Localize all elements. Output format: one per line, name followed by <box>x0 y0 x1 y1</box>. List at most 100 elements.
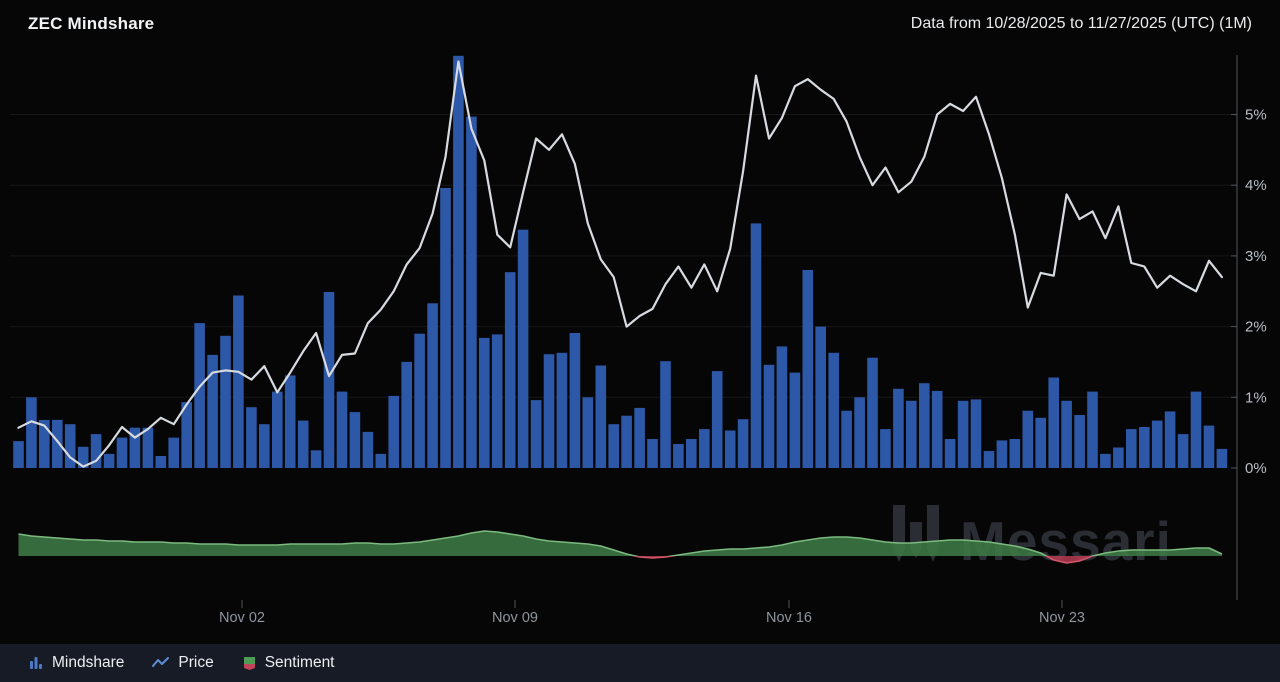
bar-chart-icon <box>30 657 42 669</box>
mindshare-bar <box>155 456 167 468</box>
mindshare-bar <box>660 361 671 468</box>
x-axis: Nov 02 Nov 09 Nov 16 Nov 23 <box>219 600 1085 626</box>
mindshare-bar <box>466 116 477 468</box>
mindshare-bar <box>246 407 257 468</box>
mindshare-bar <box>1035 417 1046 468</box>
mindshare-bar <box>841 410 852 468</box>
mindshare-bar <box>1139 427 1150 468</box>
mindshare-bar <box>1100 453 1111 468</box>
mindshare-bar <box>931 390 943 468</box>
mindshare-bar <box>517 229 529 468</box>
legend-item-sentiment[interactable]: Sentiment <box>242 654 335 672</box>
mindshare-bar <box>362 431 374 468</box>
mindshare-bar <box>259 424 270 468</box>
x-tick-label: Nov 09 <box>492 610 538 626</box>
mindshare-bar <box>634 407 645 468</box>
mindshare-bar <box>1061 400 1072 468</box>
mindshare-bar <box>1190 391 1202 468</box>
mindshare-bar <box>711 371 723 468</box>
legend-item-price[interactable]: Price <box>152 654 214 672</box>
mindshare-bars <box>13 55 1228 469</box>
x-tick-label: Nov 23 <box>1039 610 1085 626</box>
mindshare-bar <box>957 400 969 468</box>
mindshare-bar <box>1126 429 1137 468</box>
mindshare-bar <box>919 383 930 468</box>
mindshare-bar <box>504 272 516 468</box>
mindshare-bar <box>64 424 76 468</box>
mindshare-bar <box>608 424 619 468</box>
mindshare-bar <box>867 357 878 468</box>
mindshare-bar <box>647 439 658 468</box>
mindshare-bar <box>336 391 348 468</box>
mindshare-bar <box>220 335 231 468</box>
y-tick-label: 5% <box>1245 107 1267 124</box>
mindshare-bar <box>168 437 179 468</box>
mindshare-bar <box>103 453 115 468</box>
mindshare-bar <box>763 364 775 468</box>
mindshare-bar <box>1048 377 1059 468</box>
mindshare-bar <box>375 453 387 468</box>
y-tick-label: 4% <box>1245 177 1267 194</box>
legend-label-sentiment: Sentiment <box>264 654 335 671</box>
mindshare-bar <box>828 352 839 468</box>
mindshare-bar <box>427 303 438 468</box>
mindshare-bar <box>39 419 50 468</box>
mindshare-bar <box>556 352 568 468</box>
mindshare-bar <box>1074 415 1085 468</box>
mindshare-bar <box>13 441 24 468</box>
mindshare-bar <box>77 446 89 468</box>
mindshare-bar <box>686 439 697 468</box>
mindshare-bar <box>880 429 891 468</box>
mindshare-bar <box>621 415 632 468</box>
y-tick-label: 2% <box>1245 319 1267 336</box>
sentiment-area <box>18 530 1223 564</box>
mindshare-bar <box>1203 425 1215 468</box>
mindshare-bar <box>737 419 749 468</box>
x-tick-label: Nov 16 <box>766 610 812 626</box>
mindshare-bar <box>996 440 1008 468</box>
legend-item-mindshare[interactable]: Mindshare <box>28 654 124 672</box>
mindshare-bar <box>1087 391 1098 468</box>
mindshare-bar <box>491 334 503 468</box>
mindshare-bar <box>724 430 736 468</box>
mindshare-bar <box>983 451 995 468</box>
mindshare-bar <box>970 399 982 468</box>
mindshare-bar <box>453 55 464 469</box>
legend-label-mindshare: Mindshare <box>52 654 125 671</box>
mindshare-bar <box>207 354 218 468</box>
messari-watermark: Messari <box>893 505 1171 572</box>
mindshare-bar <box>673 444 684 468</box>
mindshare-bar <box>530 400 542 468</box>
mindshare-bar <box>582 397 594 468</box>
mindshare-bar <box>479 337 490 468</box>
mindshare-bar <box>1151 420 1163 468</box>
mindshare-bar <box>776 346 788 468</box>
mindshare-bar <box>1113 447 1124 468</box>
mindshare-bar <box>595 365 607 468</box>
mindshare-bar <box>194 323 205 468</box>
price-line <box>17 60 1224 468</box>
mindshare-bar <box>815 326 826 468</box>
chart-header: ZEC Mindshare Data from 10/28/2025 to 11… <box>0 0 1280 48</box>
y-axis: 0% 1% 2% 3% 4% 5% <box>1231 55 1267 600</box>
mindshare-bar <box>750 223 762 468</box>
mindshare-bar <box>284 375 296 468</box>
mindshare-bar <box>944 439 956 468</box>
mindshare-bar <box>699 429 710 468</box>
mindshare-bar <box>1009 439 1021 468</box>
mindshare-bar <box>789 372 801 468</box>
mindshare-bar <box>388 395 399 468</box>
y-tick-label: 0% <box>1245 460 1267 477</box>
mindshare-bar <box>349 412 361 468</box>
mindshare-bar <box>90 434 102 468</box>
mindshare-bar <box>181 402 192 468</box>
gridlines <box>10 114 1237 398</box>
y-tick-label: 1% <box>1245 389 1267 406</box>
y-tick-label: 3% <box>1245 248 1267 265</box>
mindshare-bar <box>440 188 451 468</box>
mindshare-bar <box>569 333 581 468</box>
legend-label-price: Price <box>178 654 214 671</box>
mindshare-bar <box>906 400 917 468</box>
line-chart-icon <box>152 657 170 667</box>
